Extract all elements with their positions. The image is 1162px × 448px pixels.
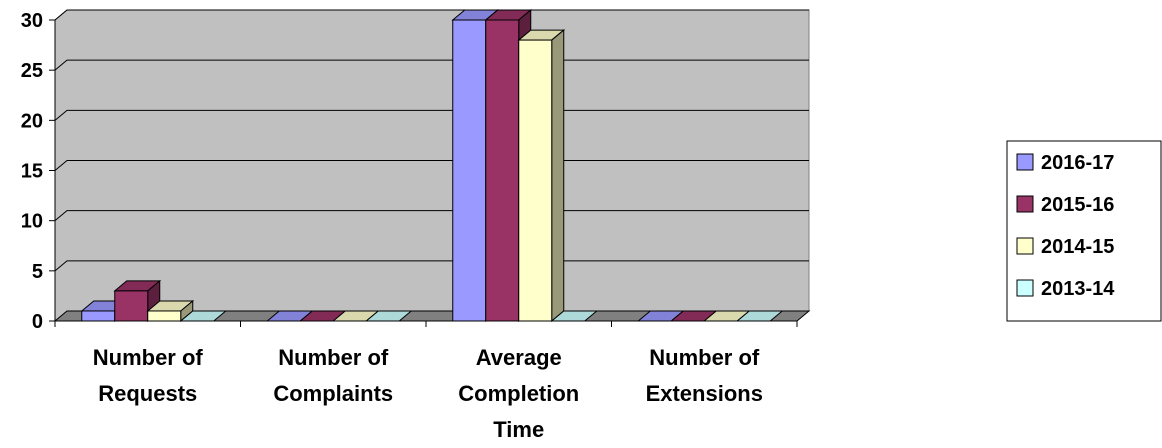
x-category-label-line: Number of	[278, 345, 389, 370]
plot-area	[54, 9, 810, 323]
bar	[179, 310, 228, 322]
bar	[517, 28, 566, 323]
legend-swatch	[1016, 195, 1034, 213]
legend-item: 2016-17	[1016, 152, 1114, 174]
bar-front	[518, 39, 553, 322]
legend-label: 2013-14	[1041, 278, 1115, 300]
x-category-label-line: Number of	[93, 345, 204, 370]
y-tick-label: 10	[21, 211, 43, 233]
legend-swatch	[1016, 153, 1034, 171]
x-category-label: Number of Requests	[93, 345, 204, 406]
bars	[80, 8, 784, 323]
legend-item: 2015-16	[1016, 194, 1114, 216]
x-category-label-line: Completion	[458, 381, 579, 406]
y-tick-label: 0	[32, 311, 43, 333]
y-tick-label: 25	[21, 60, 43, 82]
y-tick-label: 20	[21, 110, 43, 132]
legend-label: 2014-15	[1041, 236, 1114, 258]
bar-front	[114, 290, 149, 322]
bar	[735, 310, 784, 322]
bar-front	[485, 19, 520, 322]
bar	[364, 310, 413, 322]
x-category-label-line: Extensions	[646, 381, 763, 406]
x-axis: Number of Requests Number of Complaints Aver…	[54, 321, 798, 442]
bar-front	[452, 19, 487, 322]
gridline	[54, 9, 809, 21]
bar-top	[179, 310, 228, 322]
legend: 2016-17 2015-16 2014-15 2013-14	[1006, 140, 1162, 322]
bar-front	[147, 310, 182, 322]
x-category-label: Number of Extensions	[646, 345, 763, 406]
bar-front	[81, 310, 116, 322]
legend-swatch	[1016, 279, 1034, 297]
y-axis: 0 5 10 15 20 25 30	[21, 10, 55, 333]
bar-top	[364, 310, 413, 322]
x-category-label: Average Completion Time	[458, 345, 579, 442]
y-tick-label: 15	[21, 161, 43, 183]
legend-swatch	[1016, 237, 1034, 255]
legend-label: 2016-17	[1041, 152, 1114, 174]
legend-item: 2014-15	[1016, 236, 1114, 258]
gridlines	[54, 9, 809, 272]
y-tick-label: 30	[21, 10, 43, 32]
bar-top	[550, 310, 599, 322]
legend-label: 2015-16	[1041, 194, 1114, 216]
bar-top	[735, 310, 784, 322]
bar-side	[551, 28, 565, 323]
bar	[550, 310, 599, 322]
x-category-label: Number of Complaints	[273, 345, 393, 406]
x-category-label-line: Complaints	[273, 381, 393, 406]
x-category-label-line: Requests	[98, 381, 197, 406]
x-category-label-line: Average	[476, 345, 562, 370]
y-tick-label: 5	[32, 261, 43, 283]
back-wall	[54, 9, 810, 323]
legend-item: 2013-14	[1016, 278, 1115, 300]
x-category-label-line: Time	[493, 417, 544, 442]
x-category-label-line: Number of	[649, 345, 760, 370]
